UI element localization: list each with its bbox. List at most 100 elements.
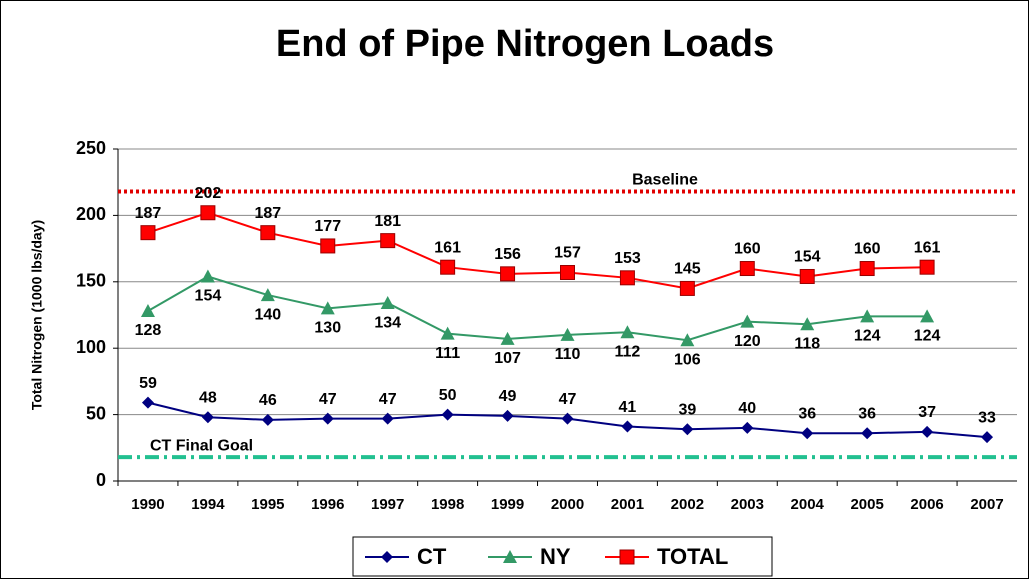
data-label: 49	[499, 388, 517, 405]
data-point	[679, 280, 695, 296]
data-point	[740, 314, 755, 328]
x-tick-label: 1990	[131, 496, 164, 513]
data-point	[380, 233, 396, 249]
data-label: 120	[734, 333, 761, 350]
data-point	[440, 259, 456, 275]
data-label: 154	[794, 249, 821, 266]
data-point	[739, 261, 755, 277]
data-point	[500, 331, 515, 345]
data-point	[680, 333, 695, 347]
data-point	[560, 327, 575, 341]
data-point	[981, 431, 994, 444]
data-point	[801, 427, 814, 440]
data-point	[800, 317, 815, 331]
data-label: 128	[135, 322, 162, 339]
data-label: 153	[614, 250, 641, 267]
data-label: 48	[199, 389, 217, 406]
data-point	[799, 268, 815, 284]
y-tick-label: 150	[76, 271, 106, 291]
data-point	[140, 225, 156, 241]
data-point	[619, 270, 635, 286]
data-label: 181	[374, 213, 401, 230]
y-tick-label: 50	[86, 403, 106, 423]
data-point	[919, 259, 935, 275]
data-point	[620, 325, 635, 339]
x-tick-label: 1995	[251, 496, 284, 513]
data-point	[320, 301, 335, 315]
x-tick-label: 2003	[731, 496, 764, 513]
y-tick-label: 0	[96, 470, 106, 490]
data-label: 107	[494, 350, 521, 367]
data-point	[860, 309, 875, 323]
x-tick-label: 1994	[191, 496, 225, 513]
x-tick-label: 1997	[371, 496, 404, 513]
data-label: 160	[734, 241, 761, 258]
reference-label: CT Final Goal	[150, 437, 253, 454]
data-label: 111	[435, 345, 460, 362]
x-tick-label: 1998	[431, 496, 464, 513]
data-label: 112	[615, 343, 641, 360]
data-point	[921, 425, 934, 438]
x-tick-label: 2004	[791, 496, 825, 513]
x-tick-label: 2006	[910, 496, 943, 513]
data-point	[200, 205, 216, 221]
data-point	[621, 420, 634, 433]
data-label: 36	[858, 405, 876, 422]
data-label: 187	[135, 205, 162, 222]
data-label: 47	[319, 391, 337, 408]
data-label: 41	[619, 399, 637, 416]
data-point	[201, 411, 214, 424]
data-label: 202	[195, 185, 222, 202]
data-point	[741, 421, 754, 434]
data-label: 59	[139, 375, 157, 392]
x-tick-label: 2002	[671, 496, 704, 513]
x-tick-label: 2001	[611, 496, 644, 513]
data-label: 118	[794, 336, 820, 353]
data-point	[140, 304, 155, 318]
data-label: 47	[379, 391, 397, 408]
legend-marker	[503, 550, 517, 563]
y-axis-label: Total Nitrogen (1000 lbs/day)	[29, 220, 45, 410]
data-label: 33	[978, 409, 996, 426]
data-point	[501, 409, 514, 422]
series-line	[147, 275, 928, 342]
data-label: 156	[494, 246, 521, 263]
legend-label: TOTAL	[657, 544, 728, 569]
data-label: 46	[259, 392, 277, 409]
x-tick-label: 1996	[311, 496, 344, 513]
data-point	[321, 412, 334, 425]
data-label: 124	[854, 328, 881, 345]
data-point	[441, 408, 454, 421]
legend-marker	[381, 551, 393, 563]
data-label: 36	[798, 405, 816, 422]
data-label: 157	[554, 245, 581, 262]
data-label: 187	[254, 205, 281, 222]
x-tick-label: 2005	[850, 496, 883, 513]
data-label: 130	[314, 320, 341, 337]
legend-label: CT	[417, 544, 447, 569]
data-label: 39	[678, 401, 696, 418]
data-label: 161	[914, 239, 941, 256]
legend-marker	[619, 549, 635, 565]
legend-box	[352, 536, 773, 577]
data-label: 50	[439, 387, 457, 404]
y-tick-label: 200	[76, 204, 106, 224]
x-tick-label: 2000	[551, 496, 584, 513]
y-tick-label: 100	[76, 337, 106, 357]
x-tick-label: 1999	[491, 496, 524, 513]
data-point	[260, 288, 275, 302]
data-label: 37	[918, 404, 936, 421]
data-label: 161	[434, 239, 461, 256]
data-point	[560, 265, 575, 281]
y-tick-label: 250	[76, 138, 106, 158]
data-point	[261, 413, 274, 426]
data-label: 124	[914, 328, 941, 345]
chart-title: End of Pipe Nitrogen Loads	[276, 23, 774, 65]
data-point	[681, 423, 694, 436]
series-line	[147, 211, 928, 290]
data-point	[859, 261, 875, 277]
data-point	[380, 296, 395, 310]
data-point	[141, 396, 154, 409]
